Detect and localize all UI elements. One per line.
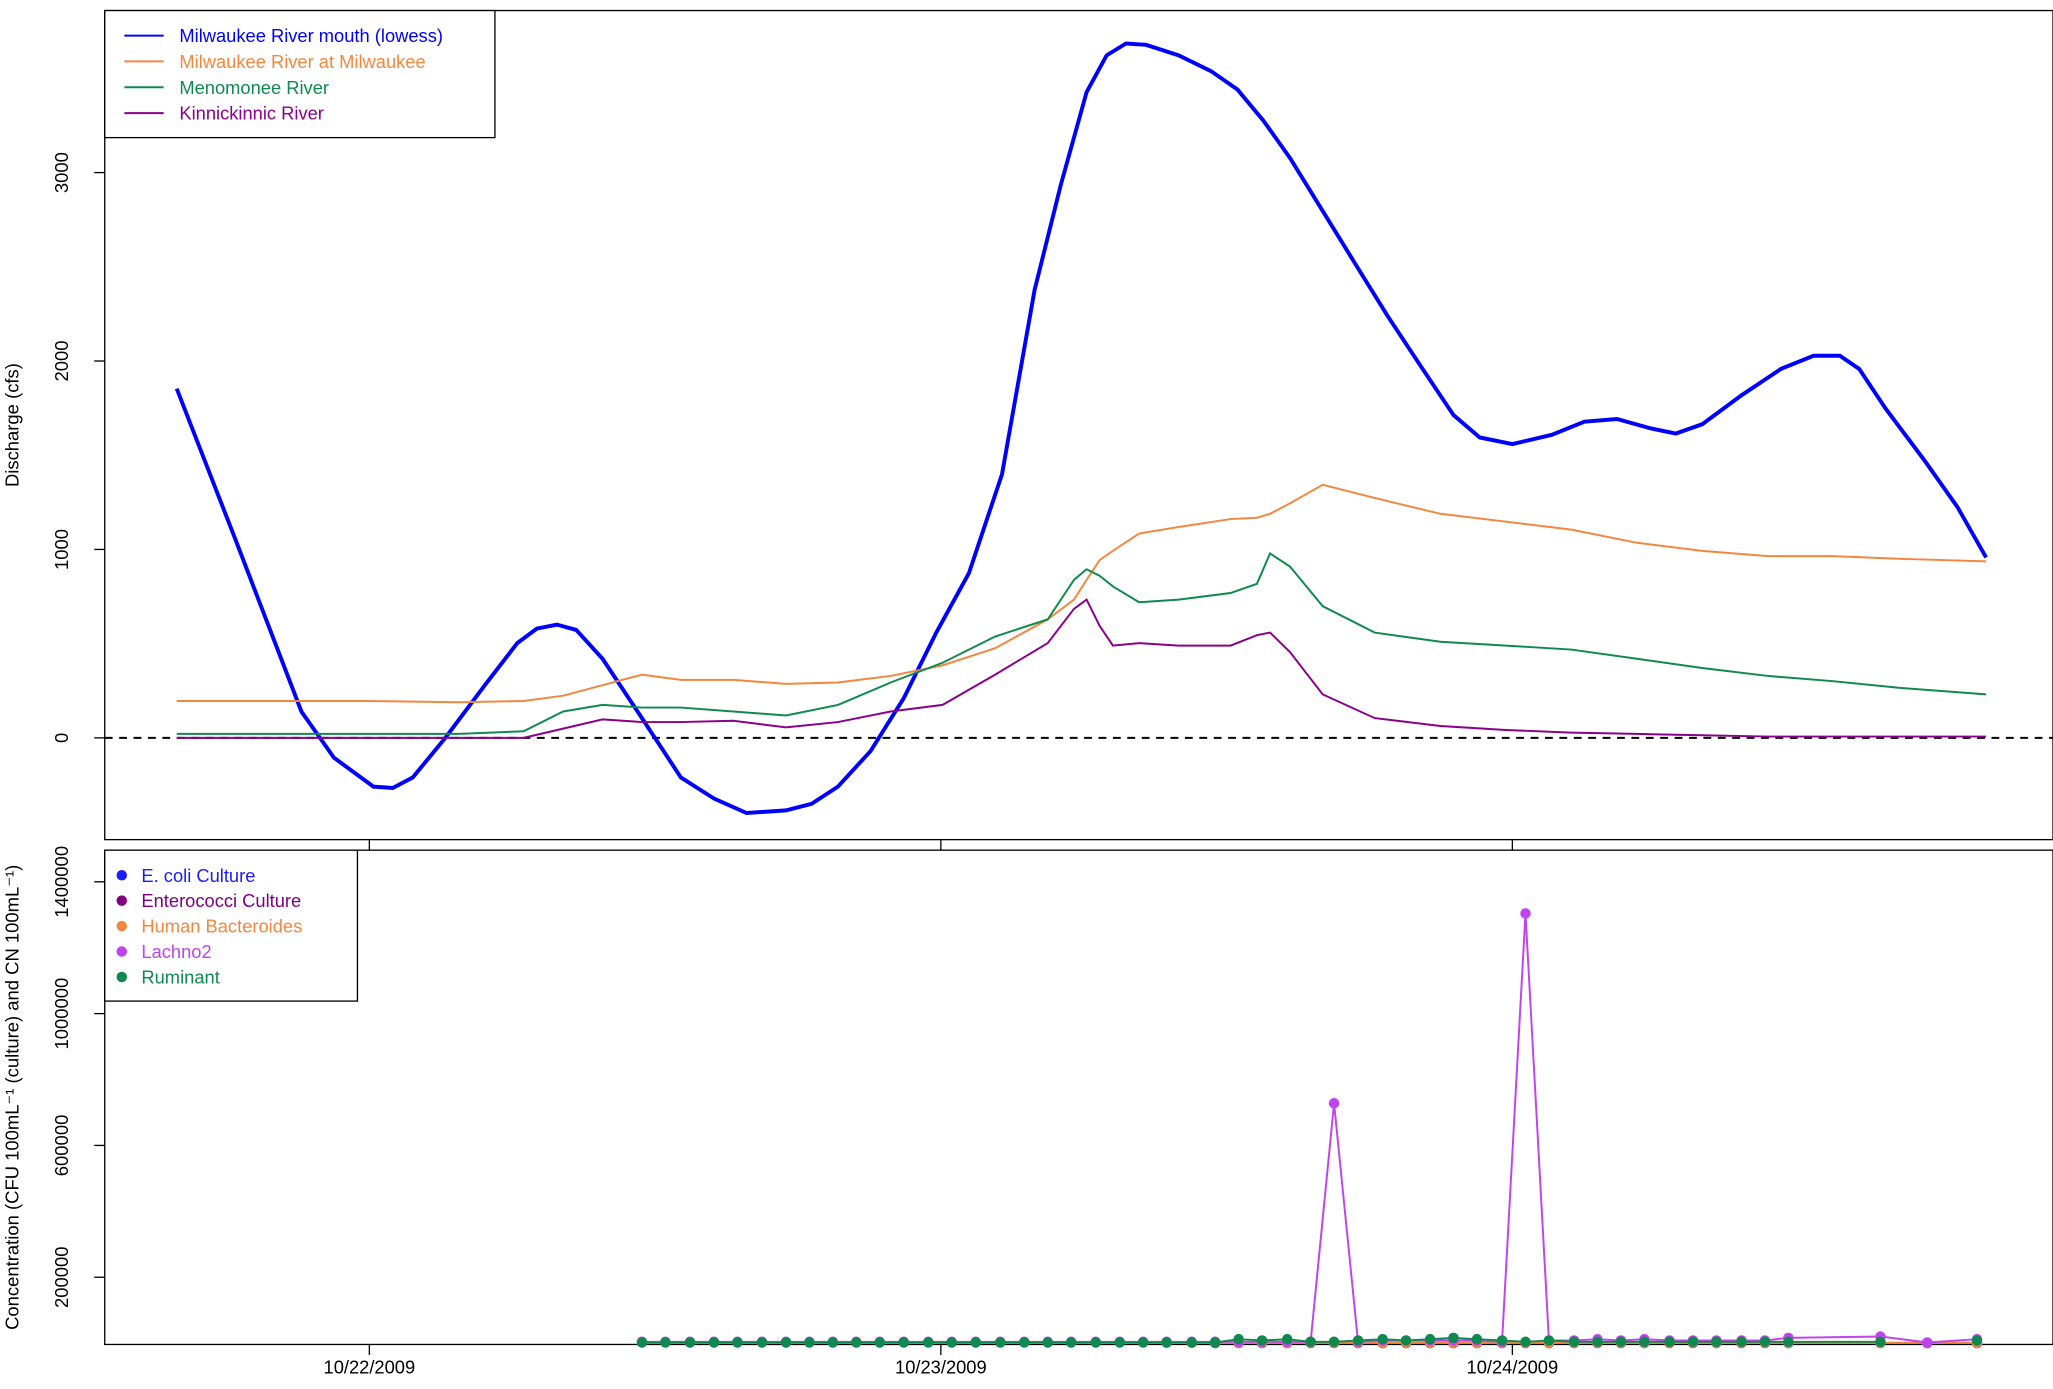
data-point bbox=[851, 1337, 862, 1348]
data-point bbox=[1664, 1336, 1675, 1348]
series-line bbox=[174, 41, 1988, 816]
legend-box bbox=[104, 9, 496, 139]
y-tick-label: 3000 bbox=[51, 152, 72, 193]
data-point bbox=[1424, 1333, 1436, 1345]
legend-label: Menomonee River bbox=[179, 77, 329, 98]
data-point bbox=[1328, 1097, 1340, 1109]
data-point bbox=[708, 1337, 720, 1348]
data-point bbox=[1736, 1336, 1747, 1348]
data-point bbox=[660, 1337, 671, 1348]
y-tick-label: 2000 bbox=[51, 341, 72, 382]
legend-marker bbox=[116, 895, 128, 906]
x-tick-label: 10/24/2009 bbox=[1467, 1356, 1559, 1377]
data-point bbox=[756, 1337, 768, 1348]
data-point bbox=[1711, 1336, 1722, 1348]
series-line bbox=[176, 598, 1987, 739]
plot-frame bbox=[104, 849, 2053, 1346]
data-point bbox=[1377, 1333, 1388, 1345]
data-point bbox=[1496, 1335, 1508, 1346]
data-point bbox=[1161, 1337, 1172, 1348]
data-point bbox=[1471, 1333, 1483, 1345]
y-tick-label: 0 bbox=[51, 733, 72, 743]
data-point bbox=[1922, 1337, 1933, 1348]
data-point bbox=[923, 1337, 934, 1348]
data-point bbox=[1448, 1332, 1459, 1344]
data-point bbox=[1137, 1337, 1149, 1348]
legend-marker bbox=[116, 946, 128, 957]
data-point bbox=[1875, 1336, 1886, 1348]
data-point bbox=[1400, 1335, 1412, 1346]
data-point bbox=[1543, 1335, 1555, 1346]
series-line bbox=[176, 483, 1987, 704]
y-tick-label: 600000 bbox=[51, 1115, 72, 1177]
data-point bbox=[946, 1337, 957, 1348]
data-point bbox=[780, 1337, 792, 1348]
data-point bbox=[1328, 1336, 1340, 1348]
data-point bbox=[1971, 1335, 1983, 1346]
data-point bbox=[1065, 1337, 1077, 1348]
data-point bbox=[1305, 1336, 1316, 1348]
data-point bbox=[732, 1337, 743, 1348]
y-tick-label: 1400000 bbox=[51, 846, 72, 918]
series-line bbox=[641, 913, 1977, 1344]
x-tick-label: 10/23/2009 bbox=[895, 1356, 987, 1377]
data-point bbox=[1256, 1335, 1268, 1346]
data-point bbox=[1687, 1336, 1699, 1348]
data-point bbox=[1783, 1336, 1794, 1348]
legend-label: Milwaukee River mouth (lowess) bbox=[179, 25, 443, 46]
legend-label: Enterococci Culture bbox=[141, 890, 301, 911]
legend-label: Human Bacteroides bbox=[141, 916, 302, 937]
data-point bbox=[1592, 1336, 1603, 1348]
y-axis-label: Concentration (CFU 100mL⁻¹ (culture) and… bbox=[1, 865, 22, 1330]
legend-label: Milwaukee River at Milwaukee bbox=[179, 51, 425, 72]
legend-marker bbox=[116, 971, 128, 983]
legend-marker bbox=[116, 869, 128, 881]
legend-label: Kinnickinnic River bbox=[179, 103, 324, 124]
y-axis-label: Discharge (cfs) bbox=[1, 363, 22, 487]
data-point bbox=[684, 1337, 696, 1348]
data-point bbox=[804, 1337, 815, 1348]
data-point bbox=[1568, 1336, 1580, 1348]
y-tick-label: 1000 bbox=[51, 529, 72, 570]
data-point bbox=[874, 1337, 885, 1348]
legend-marker bbox=[116, 920, 128, 932]
legend-box bbox=[104, 849, 359, 1002]
data-point bbox=[1114, 1337, 1125, 1348]
data-point bbox=[1520, 1336, 1531, 1348]
data-point bbox=[636, 1337, 648, 1348]
data-point bbox=[1233, 1333, 1244, 1345]
data-point bbox=[1042, 1337, 1053, 1348]
data-point bbox=[1281, 1333, 1293, 1345]
plot-frame bbox=[104, 9, 2053, 841]
data-point bbox=[898, 1337, 909, 1348]
x-tick-label: 10/22/2009 bbox=[324, 1356, 416, 1377]
data-point bbox=[995, 1337, 1006, 1348]
y-tick-label: 1000000 bbox=[51, 978, 72, 1050]
legend-label: Ruminant bbox=[141, 967, 219, 988]
data-point bbox=[1639, 1336, 1650, 1348]
data-point bbox=[1759, 1336, 1771, 1348]
data-point bbox=[1520, 908, 1531, 919]
data-point bbox=[1615, 1336, 1627, 1348]
series-line bbox=[176, 551, 1987, 735]
data-point bbox=[1209, 1337, 1221, 1348]
data-point bbox=[1186, 1337, 1197, 1348]
data-point bbox=[1090, 1337, 1101, 1348]
data-point bbox=[970, 1337, 981, 1348]
data-point bbox=[1352, 1335, 1364, 1346]
data-point bbox=[1019, 1337, 1030, 1348]
y-tick-label: 200000 bbox=[51, 1246, 72, 1308]
legend-label: Lachno2 bbox=[141, 941, 211, 962]
data-point bbox=[827, 1337, 839, 1348]
legend-label: E. coli Culture bbox=[141, 865, 255, 886]
